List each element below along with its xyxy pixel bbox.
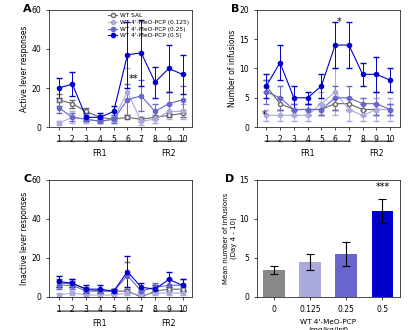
Bar [372, 211, 393, 297]
Y-axis label: Inactive lever responses: Inactive lever responses [20, 192, 29, 285]
Text: **: ** [129, 74, 138, 84]
Bar [335, 254, 357, 297]
Y-axis label: Mean number of infusions
(Day 4 - 10): Mean number of infusions (Day 4 - 10) [223, 193, 237, 284]
Text: C: C [23, 174, 31, 184]
Text: *: * [262, 110, 267, 119]
Text: B: B [231, 4, 239, 14]
Text: FR1: FR1 [300, 149, 315, 158]
Text: A: A [23, 4, 32, 14]
Text: FR2: FR2 [369, 149, 384, 158]
Text: ***: *** [375, 182, 390, 191]
Y-axis label: Number of infusions: Number of infusions [228, 30, 237, 107]
Legend: WT SAL, WT 4'-MeO-PCP (0.125), WT 4'-MeO-PCP (0.25), WT 4'-MeO-PCP (0.5): WT SAL, WT 4'-MeO-PCP (0.125), WT 4'-MeO… [106, 11, 192, 41]
X-axis label: WT 4'-MeO-PCP
(mg/kg/inf): WT 4'-MeO-PCP (mg/kg/inf) [300, 319, 356, 330]
Text: FR2: FR2 [162, 149, 176, 158]
Text: *: * [337, 17, 341, 27]
Y-axis label: Active lever responses: Active lever responses [20, 25, 29, 112]
Text: FR1: FR1 [93, 149, 107, 158]
Bar [299, 262, 321, 297]
Text: FR2: FR2 [162, 319, 176, 328]
Text: D: D [225, 174, 234, 184]
Text: FR1: FR1 [93, 319, 107, 328]
Bar [263, 270, 285, 297]
